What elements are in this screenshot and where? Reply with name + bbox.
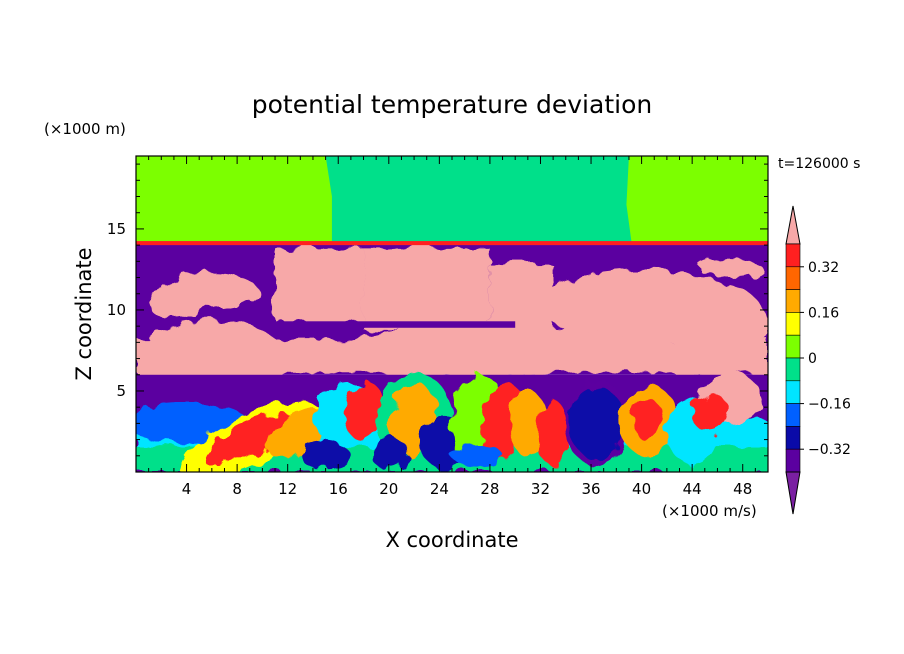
warm-blob [338,324,642,377]
colorbar-segment [785,357,801,382]
x-tick-label: 40 [632,480,651,498]
y-axis-label: Z coordinate [72,247,96,380]
boundary-blob [369,436,408,469]
x-tick-label: 36 [581,480,600,498]
x-axis: 4 8 12 16 20 24 28 32 36 40 44 48 [148,156,756,498]
colorbar-top-arrow [785,205,801,245]
colorbar-segment [785,266,801,290]
warm-region [275,248,364,322]
warm-blob [698,258,762,278]
x-tick-label: 32 [531,480,550,498]
x-tick-label: 8 [232,480,242,498]
x-tick-label: 20 [379,480,398,498]
y-tick-label: 15 [107,220,126,238]
inversion-line [136,241,768,246]
warm-blob [148,292,200,319]
colorbar-segment [785,334,801,359]
x-tick-label: 16 [329,480,348,498]
upper-central-column [325,156,632,242]
time-label: t=126000 s [778,156,860,172]
colorbar-bottom-arrow [785,471,801,515]
boundary-blob [536,400,570,466]
colorbar-segment [785,380,801,404]
colorbar-segment [785,403,801,427]
x-tick-label: 12 [278,480,297,498]
colorbar-tick-label: −0.16 [808,397,851,413]
warm-regions [136,248,768,404]
colorbar: 0.32 0.16 0 −0.16 −0.32 [785,205,851,515]
boundary-layer [136,371,768,472]
y-tick-label: 5 [116,382,126,400]
x-unit-label: (×1000 m/s) [662,502,757,520]
chart-title: potential temperature deviation [252,90,652,119]
boundary-blob [569,387,626,460]
boundary-blob [300,442,351,469]
x-tick-label: 4 [182,480,192,498]
y-unit-label: (×1000 m) [44,120,126,138]
colorbar-segment [785,312,801,336]
y-tick-label: 10 [107,301,126,319]
boundary-blob [452,444,503,468]
x-axis-label: X coordinate [385,528,518,552]
x-tick-label: 28 [480,480,499,498]
x-tick-label: 44 [683,480,702,498]
colorbar-tick-label: 0.16 [808,305,839,321]
boundary-blob [692,394,731,434]
boundary-blob [203,413,297,466]
colorbar-segment [785,448,801,473]
y-axis: 5 10 15 [107,163,768,457]
colorbar-segment [785,243,801,268]
boundary-blob [344,381,383,440]
x-tick-label: 48 [733,480,752,498]
boundary-blob [632,399,664,442]
colorbar-segment [785,426,801,450]
colorbar-tick-label: −0.32 [808,442,851,458]
colorbar-segment [785,289,801,313]
colorbar-tick-label: 0 [808,351,817,367]
mid-streak [268,321,516,328]
heatmap-field [136,156,768,472]
warm-region [363,248,490,330]
x-tick-label: 24 [430,480,449,498]
colorbar-tick-label: 0.32 [808,260,839,276]
